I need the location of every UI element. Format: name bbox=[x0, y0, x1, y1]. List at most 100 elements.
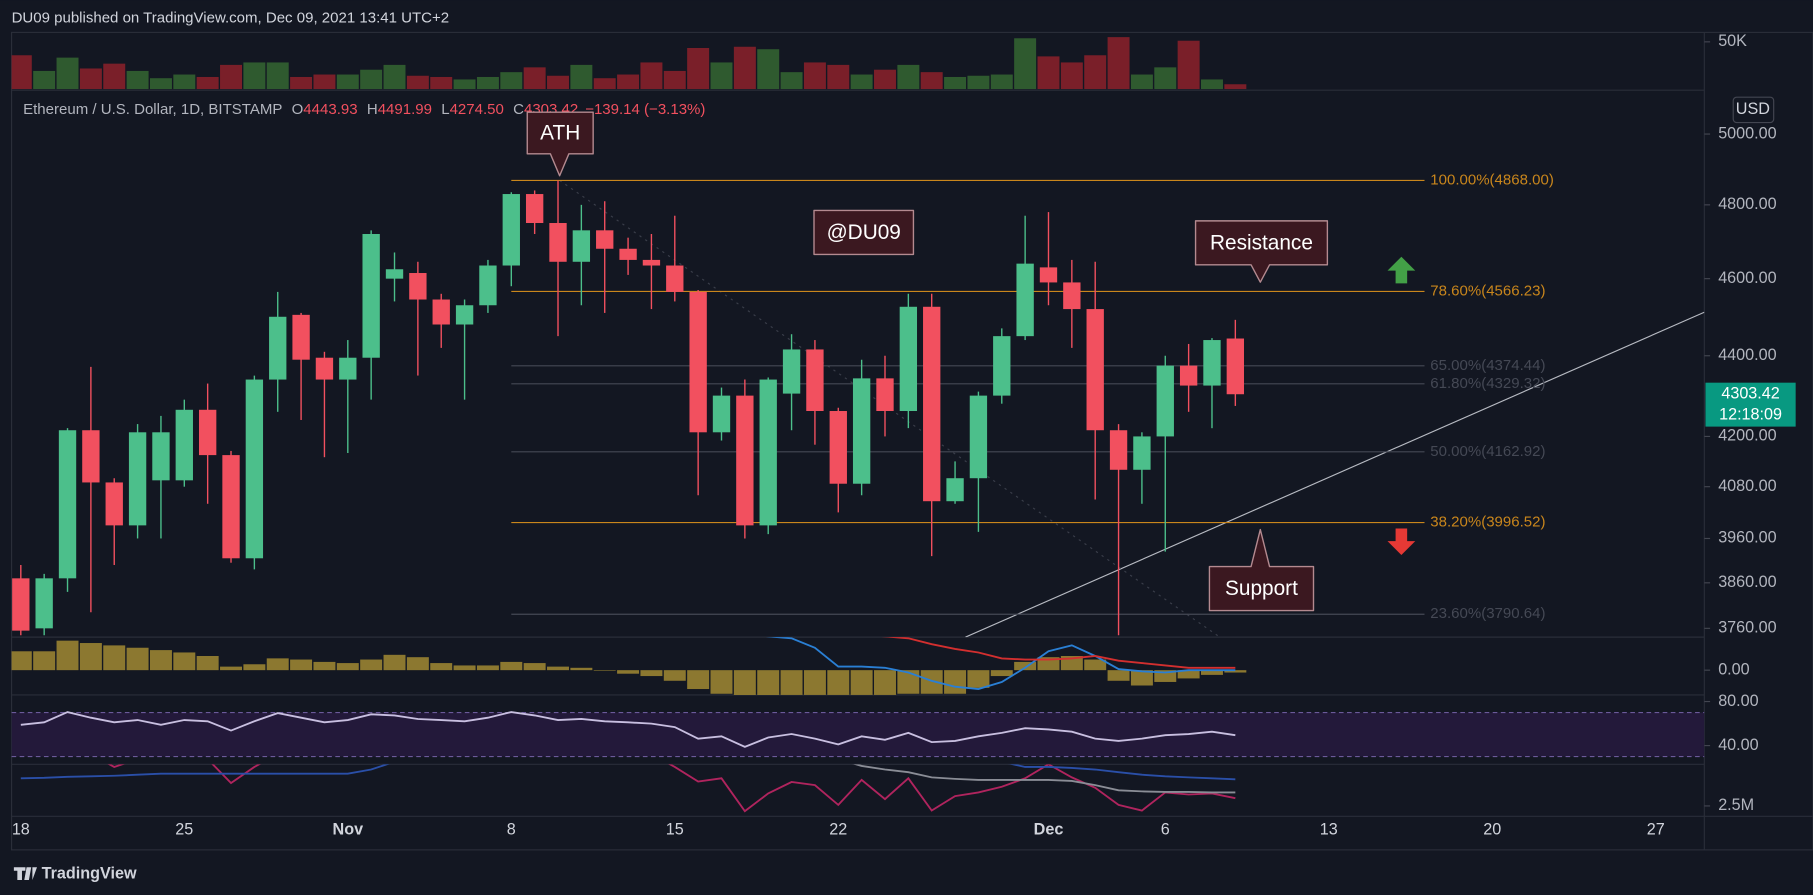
volume-bar bbox=[336, 74, 359, 90]
legend-field: C bbox=[513, 101, 524, 118]
volume-bar bbox=[360, 69, 383, 90]
volume-bar bbox=[33, 70, 56, 90]
candle-body bbox=[269, 316, 287, 380]
indicator-line bbox=[107, 764, 1236, 813]
macd-histogram-bar bbox=[1200, 670, 1223, 675]
candle-body bbox=[899, 306, 918, 412]
candle-body bbox=[876, 378, 894, 412]
volume-bar bbox=[710, 62, 733, 90]
trend-line bbox=[965, 311, 1705, 638]
macd-histogram-bar bbox=[967, 670, 990, 688]
axes: 5000.00 4800.00 4600.00 4400.00 4200.00 4080.… bbox=[12, 32, 1796, 839]
candle-body bbox=[1156, 365, 1174, 437]
volume-bar bbox=[266, 62, 289, 90]
price-tick-label: 4200.00 bbox=[1718, 427, 1776, 445]
volume-bar bbox=[850, 74, 873, 90]
volume-bar bbox=[149, 78, 172, 90]
candle-body bbox=[362, 233, 380, 358]
candle-body bbox=[222, 455, 240, 559]
candle-body bbox=[619, 248, 637, 260]
x-tick-label: 8 bbox=[507, 821, 516, 839]
x-tick-label: Dec bbox=[1034, 821, 1064, 839]
x-tick-label: 20 bbox=[1483, 821, 1501, 839]
volume-tick-label: 50K bbox=[1718, 32, 1747, 50]
logo-mark bbox=[13, 867, 37, 880]
callout-box bbox=[526, 111, 594, 177]
macd-line bbox=[766, 637, 1236, 690]
volume-bar bbox=[1107, 37, 1130, 90]
volume-bar bbox=[967, 75, 990, 90]
volume-bar bbox=[173, 74, 196, 90]
macd-histogram-bar bbox=[827, 670, 850, 695]
macd-histogram-bar bbox=[196, 656, 219, 671]
volume-bar bbox=[126, 70, 149, 90]
volume-bar bbox=[547, 75, 569, 90]
volume-bar bbox=[476, 76, 499, 90]
dotted-line bbox=[559, 179, 1221, 638]
macd-histogram-bar bbox=[243, 664, 266, 671]
footer-brand: TradingView bbox=[42, 864, 137, 882]
macd-histogram-bar bbox=[500, 661, 523, 671]
callout-box bbox=[1208, 528, 1315, 612]
volume-bar bbox=[920, 72, 943, 90]
volume-bar bbox=[757, 49, 780, 90]
candle-body bbox=[969, 395, 988, 479]
signal-line bbox=[883, 637, 1236, 669]
candle-body bbox=[1203, 340, 1221, 386]
candle-body bbox=[1109, 430, 1128, 470]
macd-histogram-bar bbox=[79, 643, 102, 671]
price-tick-label: 4080.00 bbox=[1718, 477, 1776, 495]
indicator-line bbox=[852, 764, 1236, 794]
volume-bar bbox=[523, 67, 546, 90]
volume-bar bbox=[897, 64, 920, 90]
candle-body bbox=[1226, 338, 1245, 395]
volume-bar bbox=[874, 69, 896, 90]
x-tick-label: 22 bbox=[829, 821, 847, 839]
macd-histogram-bar bbox=[173, 652, 196, 671]
volume-bar bbox=[1037, 56, 1060, 90]
up-arrow bbox=[1387, 256, 1416, 284]
macd-histogram-bar bbox=[990, 670, 1013, 677]
macd-histogram-bar bbox=[56, 640, 79, 671]
macd-histogram-bar bbox=[733, 670, 756, 695]
candle-body bbox=[946, 478, 964, 502]
x-tick-label: 25 bbox=[175, 821, 193, 839]
fib-label: 50.00%(4162.92) bbox=[1430, 443, 1545, 460]
volume-bar bbox=[570, 64, 593, 90]
macd-histogram-bar bbox=[1084, 659, 1107, 671]
callout-text: @DU09 bbox=[827, 221, 901, 244]
price-pane: 100.00%(4868.00) 78.60%(4566.23) 65.00%(43… bbox=[12, 171, 1705, 638]
legend-field: H bbox=[367, 101, 378, 118]
macd-pane bbox=[11, 637, 1247, 695]
price-tick-label: 3960.00 bbox=[1718, 529, 1776, 547]
volume-bar bbox=[406, 75, 429, 90]
candle-body bbox=[315, 357, 334, 380]
volume-pane bbox=[11, 37, 1247, 90]
candle-body bbox=[759, 379, 777, 526]
rsi-line bbox=[20, 711, 1236, 748]
macd-histogram-bar bbox=[897, 670, 920, 694]
rsi-tick-label: 80.00 bbox=[1718, 692, 1758, 710]
indicator-tick-label: 2.5M bbox=[1718, 796, 1754, 814]
x-tick-label: 6 bbox=[1161, 821, 1170, 839]
macd-histogram-bar bbox=[149, 650, 172, 671]
macd-histogram-bar bbox=[336, 663, 359, 671]
candle-body bbox=[385, 269, 404, 279]
macd-histogram-bar bbox=[570, 667, 593, 671]
volume-bar bbox=[1200, 79, 1223, 90]
candle-body bbox=[596, 230, 614, 249]
volume-bar bbox=[500, 72, 523, 90]
macd-histogram-bar bbox=[687, 670, 710, 690]
candle-body bbox=[175, 409, 193, 481]
macd-histogram-bar bbox=[430, 663, 453, 671]
volume-bar bbox=[944, 76, 967, 90]
price-tick-label: 4800.00 bbox=[1718, 195, 1776, 213]
macd-histogram-bar bbox=[757, 670, 780, 695]
rsi-tick-label: 40.00 bbox=[1718, 736, 1758, 754]
candle-body bbox=[82, 430, 100, 483]
candle-body bbox=[455, 305, 474, 325]
macd-histogram-bar bbox=[406, 657, 429, 671]
candle-body bbox=[736, 395, 754, 526]
